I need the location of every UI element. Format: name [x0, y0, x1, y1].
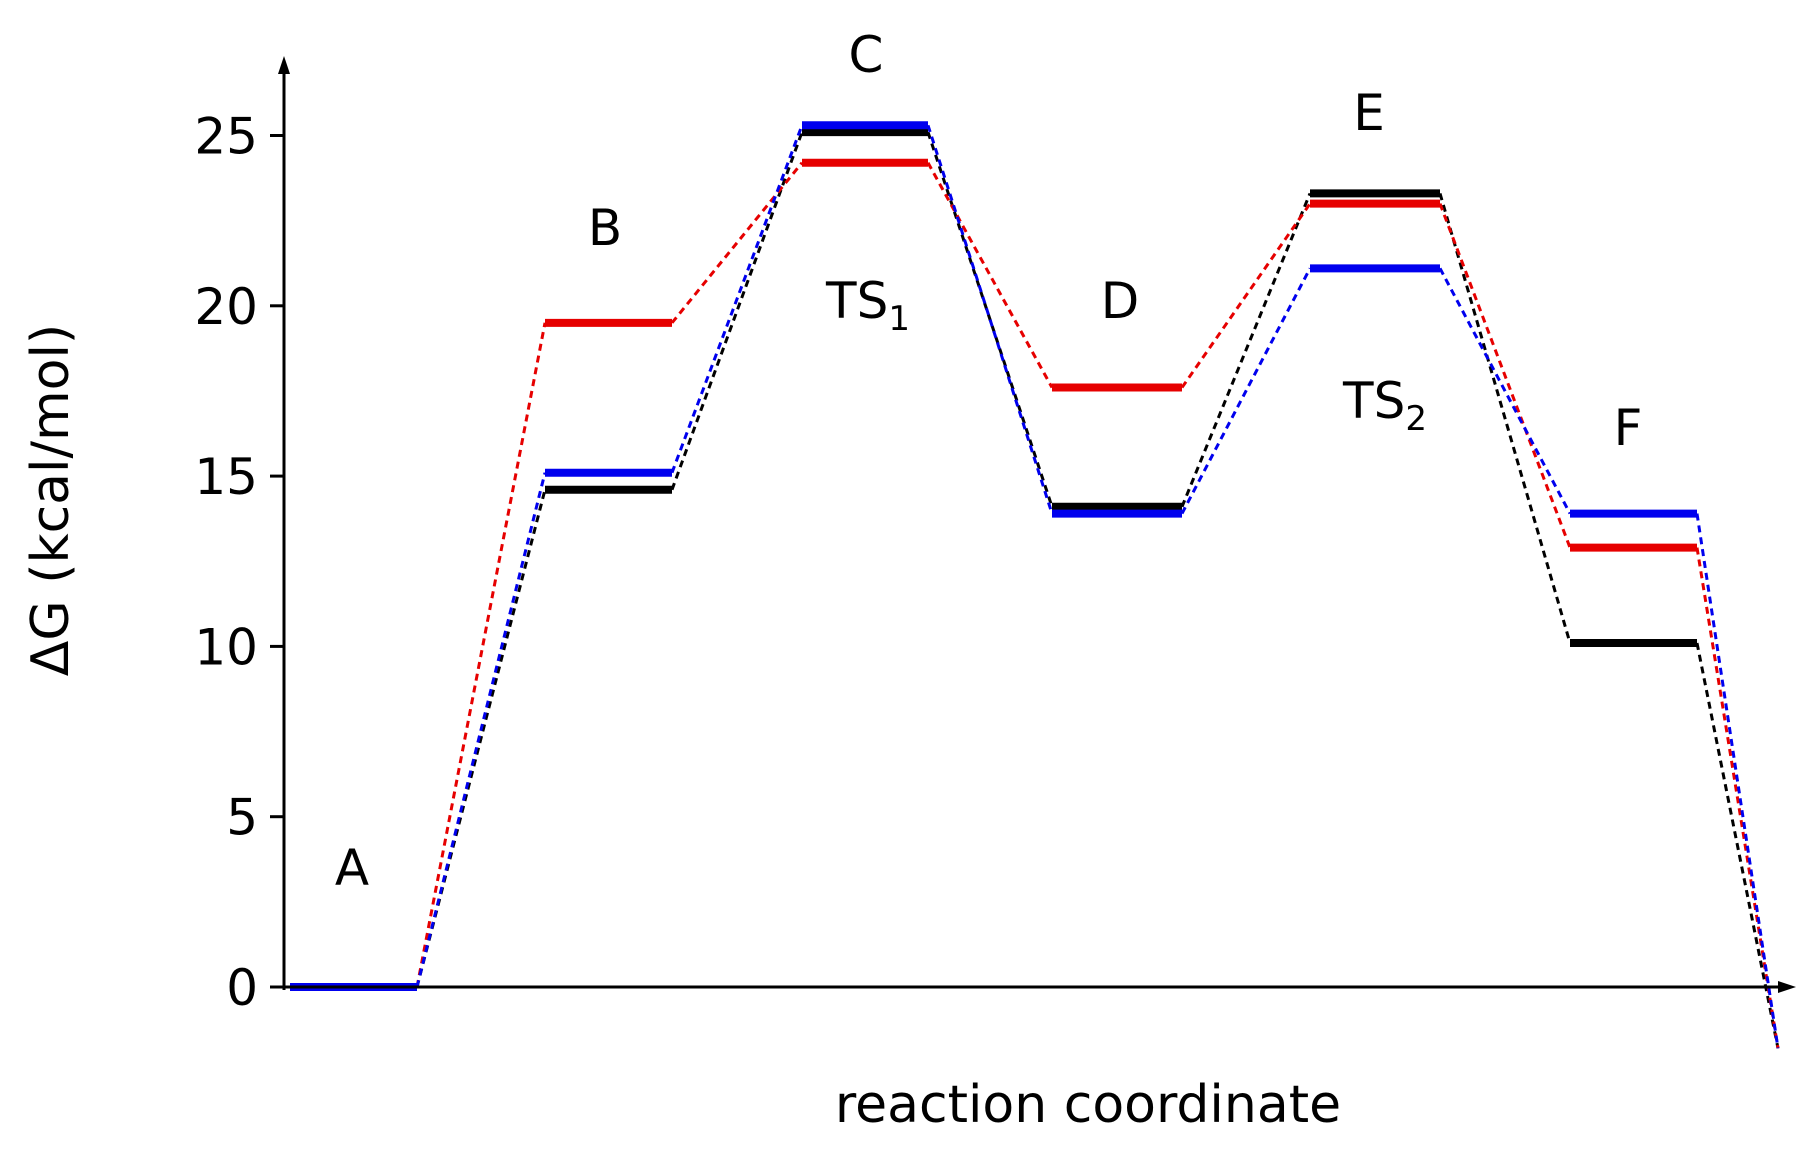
state-labels: A B C TS1 D E TS2 F — [335, 26, 1642, 897]
connector-line — [415, 322, 547, 988]
connector-line — [1695, 642, 1780, 1049]
plot-series — [290, 121, 1780, 1049]
series-2 — [290, 121, 1780, 1049]
connector-line — [926, 124, 1054, 515]
y-axis-arrow — [278, 56, 290, 74]
y-tick-label: 10 — [194, 618, 258, 676]
axes — [270, 56, 1796, 993]
x-axis-arrow — [1778, 981, 1796, 993]
connector-line — [1180, 267, 1312, 515]
connector-line — [415, 472, 547, 988]
connector-line — [1438, 267, 1572, 515]
x-axis-title: reaction coordinate — [835, 1075, 1341, 1135]
connector-line — [670, 131, 804, 491]
state-label: F — [1614, 399, 1643, 457]
connector-line — [1180, 192, 1312, 508]
state-label: TS2 — [1342, 372, 1427, 439]
connector-line — [1695, 547, 1780, 1049]
state-label: C — [849, 26, 884, 84]
series-0 — [290, 128, 1780, 1049]
state-label: A — [335, 839, 369, 897]
y-tick-label: 15 — [194, 448, 258, 506]
connector-line — [926, 162, 1054, 389]
y-tick-label: 25 — [194, 108, 258, 166]
y-tick-label: 20 — [194, 278, 258, 336]
connector-line — [670, 124, 804, 474]
y-tick-label: 5 — [226, 789, 258, 847]
state-label: TS1 — [825, 272, 910, 339]
connector-line — [670, 161, 804, 324]
connector-line — [1438, 203, 1572, 549]
connector-line — [1438, 192, 1572, 644]
y-axis-title: ΔG (kcal/mol) — [21, 324, 81, 676]
state-label: B — [588, 199, 622, 257]
y-ticks: 0 5 10 15 20 25 — [194, 108, 284, 1017]
connector-line — [1695, 513, 1780, 1049]
connector-line — [1180, 202, 1312, 389]
series-1 — [290, 158, 1780, 1049]
state-label: E — [1353, 84, 1385, 142]
state-label: D — [1101, 272, 1140, 330]
y-tick-label: 0 — [226, 959, 258, 1017]
